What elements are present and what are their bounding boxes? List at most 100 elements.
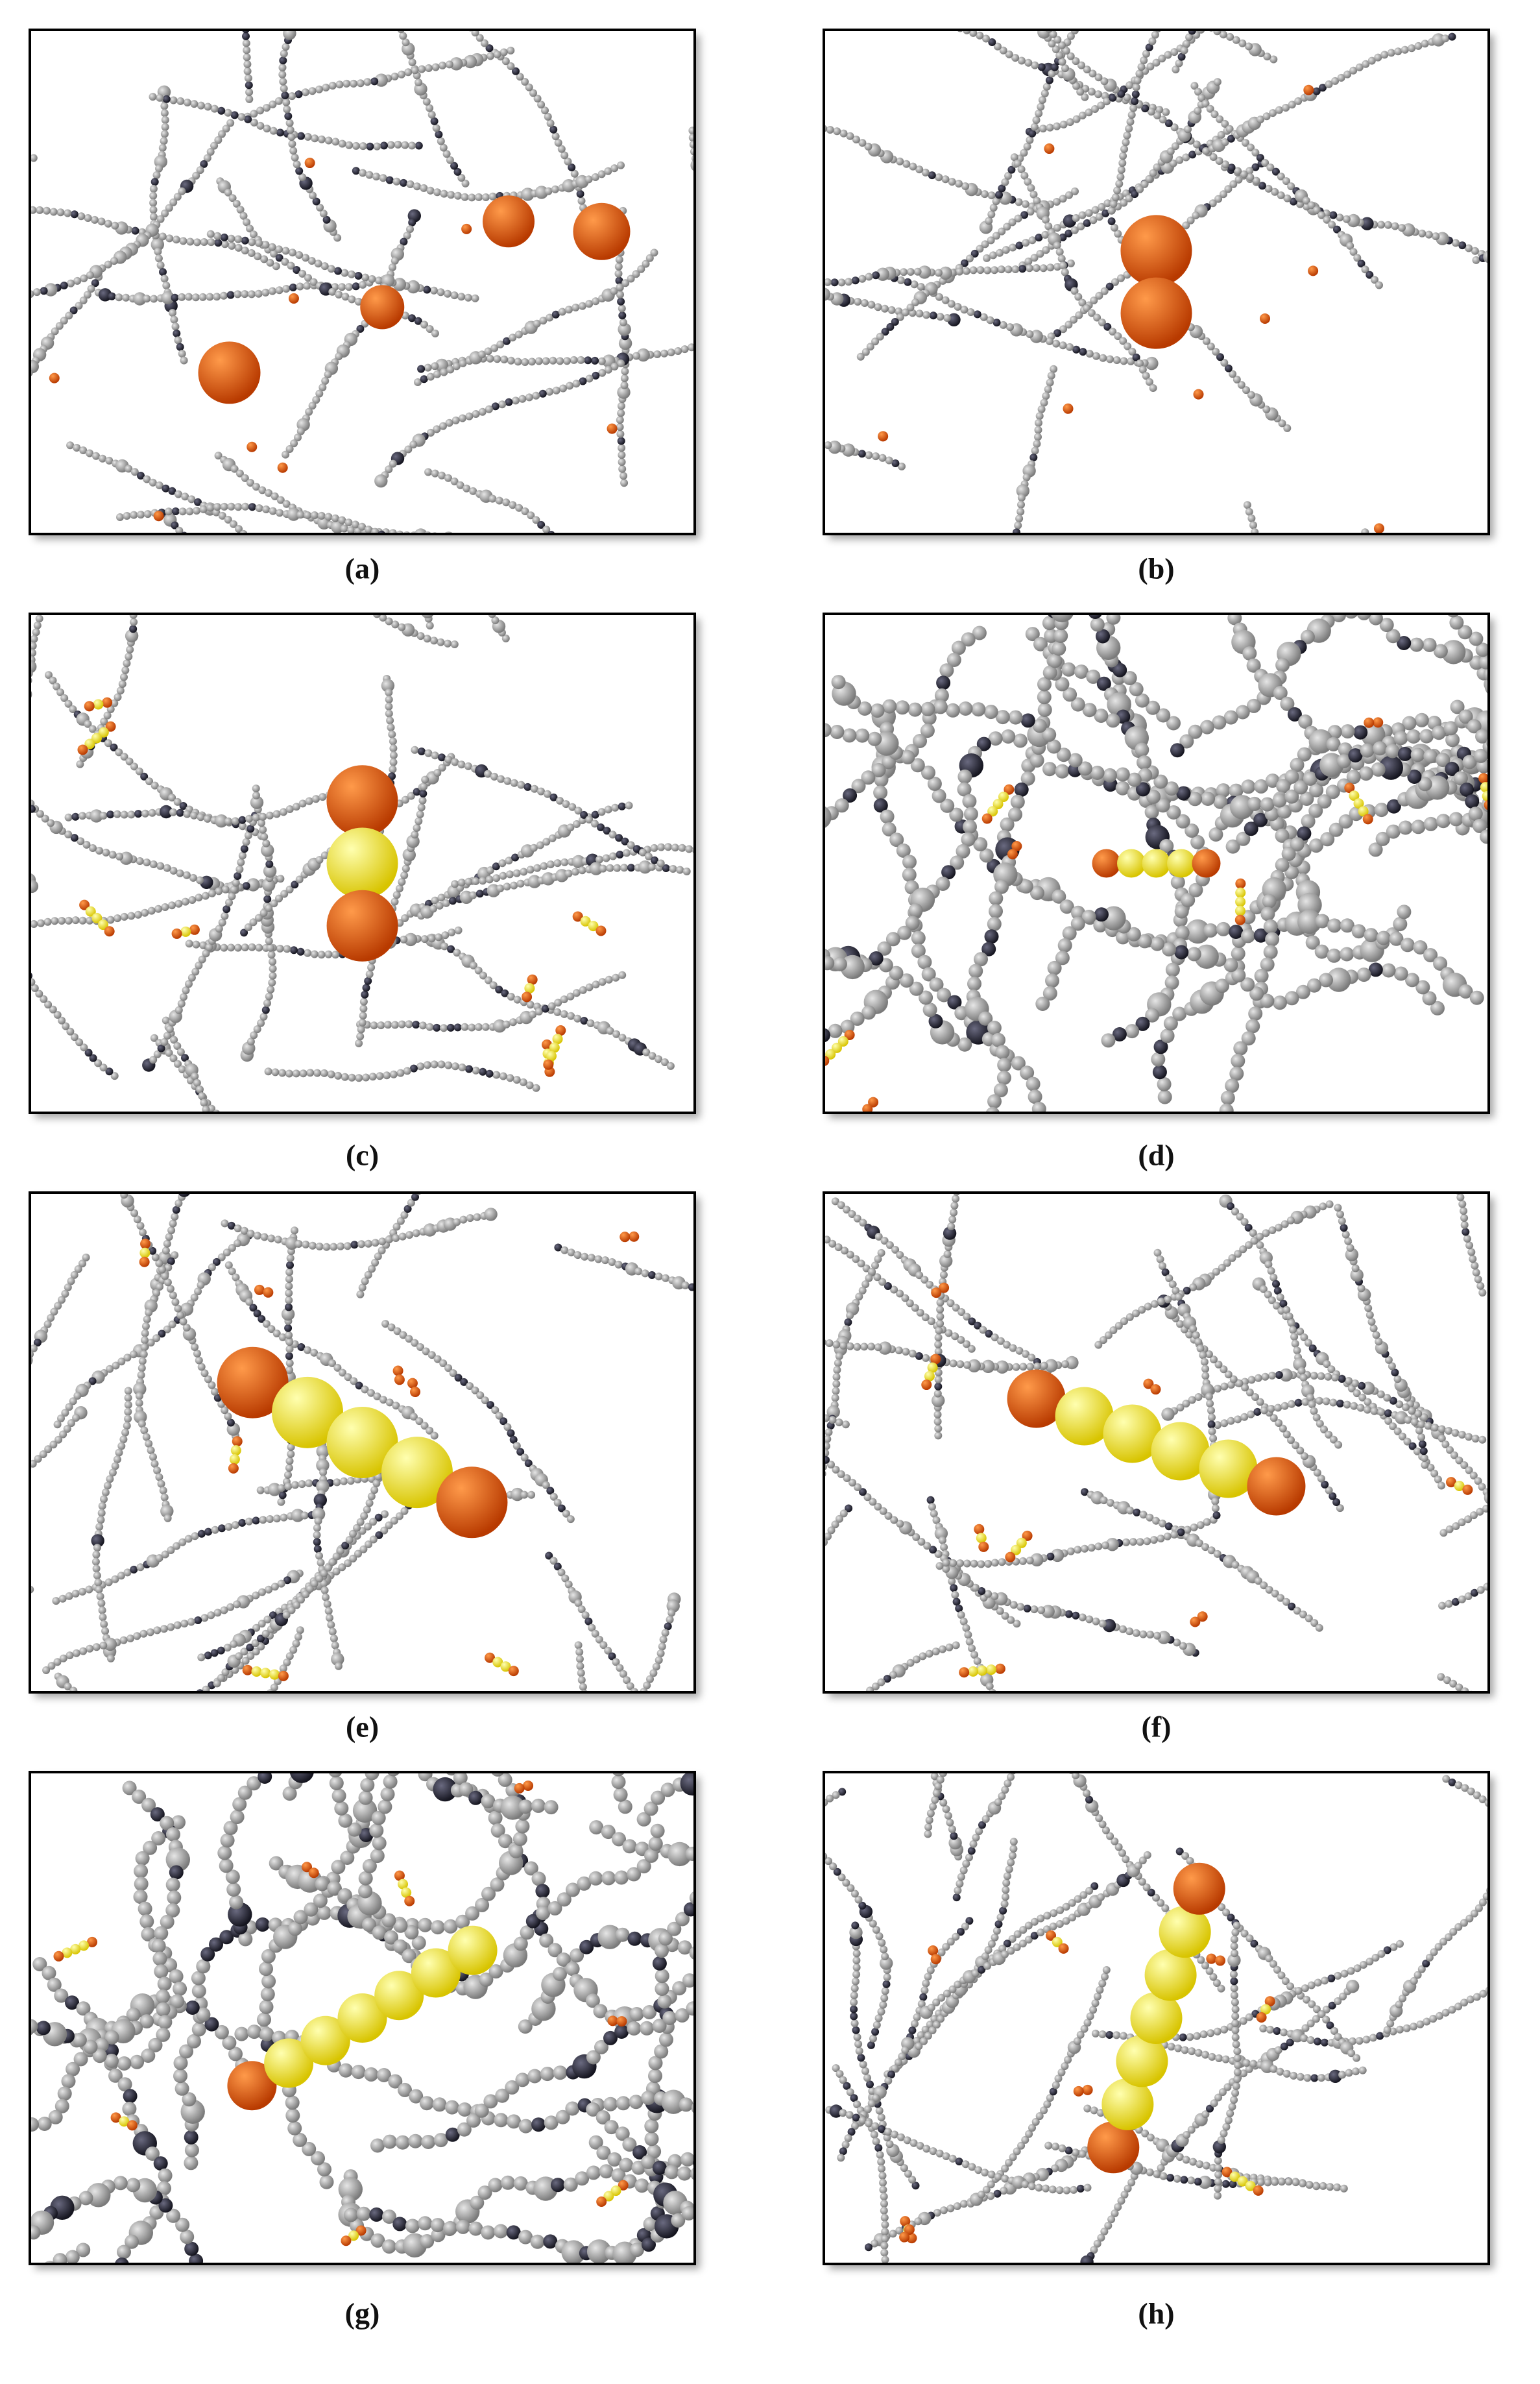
fragment-bead: [837, 1036, 848, 1047]
bead: [1070, 226, 1079, 234]
bead: [1159, 12, 1167, 19]
bead: [1263, 945, 1278, 960]
bead: [446, 156, 454, 164]
bead: [854, 298, 862, 306]
bead: [496, 884, 505, 893]
bead: [1251, 535, 1259, 543]
bead: [15, 387, 23, 395]
bead: [510, 881, 518, 890]
bead: [386, 716, 394, 725]
bead: [1247, 514, 1256, 522]
bead: [1039, 125, 1047, 133]
bead: [414, 567, 422, 575]
bead: [406, 180, 415, 188]
bead: [1229, 1066, 1244, 1081]
bead: [1192, 21, 1199, 29]
dark-bead: [758, 1285, 765, 1293]
dark-bead: [1076, 589, 1100, 613]
bead: [262, 839, 271, 847]
bead: [920, 724, 935, 738]
bead: [361, 602, 369, 610]
bead: [1380, 51, 1389, 59]
bead: [1417, 777, 1432, 792]
bead: [99, 812, 108, 820]
bead: [145, 777, 154, 786]
bead: [1055, 764, 1070, 779]
dark-bead: [69, 306, 78, 315]
bead: [728, 763, 743, 777]
bead: [506, 870, 514, 879]
bead: [170, 1036, 178, 1044]
bead: [713, 258, 721, 265]
bead: [455, 557, 463, 565]
bead: [1475, 642, 1489, 657]
bead: [1534, 839, 1540, 853]
dark-bead: [1382, 581, 1390, 589]
bead: [237, 858, 245, 866]
bead: [125, 629, 139, 643]
bead: [43, 918, 52, 926]
panel-border: [29, 29, 696, 535]
bead: [981, 240, 989, 249]
bead: [586, 1019, 595, 1027]
bead: [218, 511, 226, 520]
bead: [324, 950, 333, 958]
dark-bead: [131, 226, 139, 235]
bead: [267, 943, 274, 952]
bead: [1342, 215, 1351, 223]
bead: [178, 1065, 186, 1074]
dark-bead: [1224, 364, 1233, 372]
bead: [278, 1333, 287, 1341]
bead: [961, 182, 970, 190]
bead: [262, 1320, 271, 1328]
bead: [206, 504, 215, 512]
bead: [174, 490, 182, 498]
bead: [1450, 699, 1465, 714]
bead: [179, 237, 187, 245]
bead: [500, 356, 509, 363]
bead: [170, 315, 178, 324]
bead: [627, 274, 635, 283]
bead: [282, 98, 291, 106]
bead: [1015, 198, 1023, 206]
bead: [1225, 839, 1240, 854]
bead: [1146, 789, 1161, 804]
bead: [791, 277, 804, 290]
bead: [957, 1037, 972, 1052]
dark-bead: [220, 233, 228, 241]
bead: [230, 1740, 243, 1753]
fragment-bead: [549, 1042, 560, 1053]
bead: [1411, 820, 1426, 834]
dark-bead: [1386, 799, 1401, 814]
bead: [585, 983, 594, 991]
dark-bead: [312, 197, 320, 206]
bead: [173, 193, 182, 201]
bead: [1087, 88, 1096, 96]
bead: [389, 737, 397, 746]
bead: [1421, 40, 1429, 48]
bead: [1488, 693, 1489, 699]
bead: [976, 245, 984, 253]
bead: [1053, 198, 1061, 206]
bead: [1263, 919, 1278, 934]
dark-bead: [366, 142, 374, 151]
dark-bead: [549, 125, 558, 134]
bead: [573, 1014, 582, 1023]
bead: [165, 1233, 173, 1241]
bead: [112, 1361, 120, 1370]
bead: [1017, 165, 1026, 173]
bead: [1377, 567, 1385, 575]
bead: [1425, 230, 1433, 239]
bead: [553, 859, 562, 868]
orange-sphere: [198, 341, 261, 404]
dark-bead: [409, 1064, 418, 1073]
bead: [806, 1037, 821, 1051]
dark-bead: [1035, 234, 1043, 242]
bead: [861, 770, 876, 785]
bead: [631, 1707, 639, 1715]
bead: [1127, 772, 1142, 787]
bead: [451, 758, 459, 766]
dark-bead: [423, 286, 431, 294]
bead: [536, 841, 544, 849]
bead: [243, 67, 252, 75]
